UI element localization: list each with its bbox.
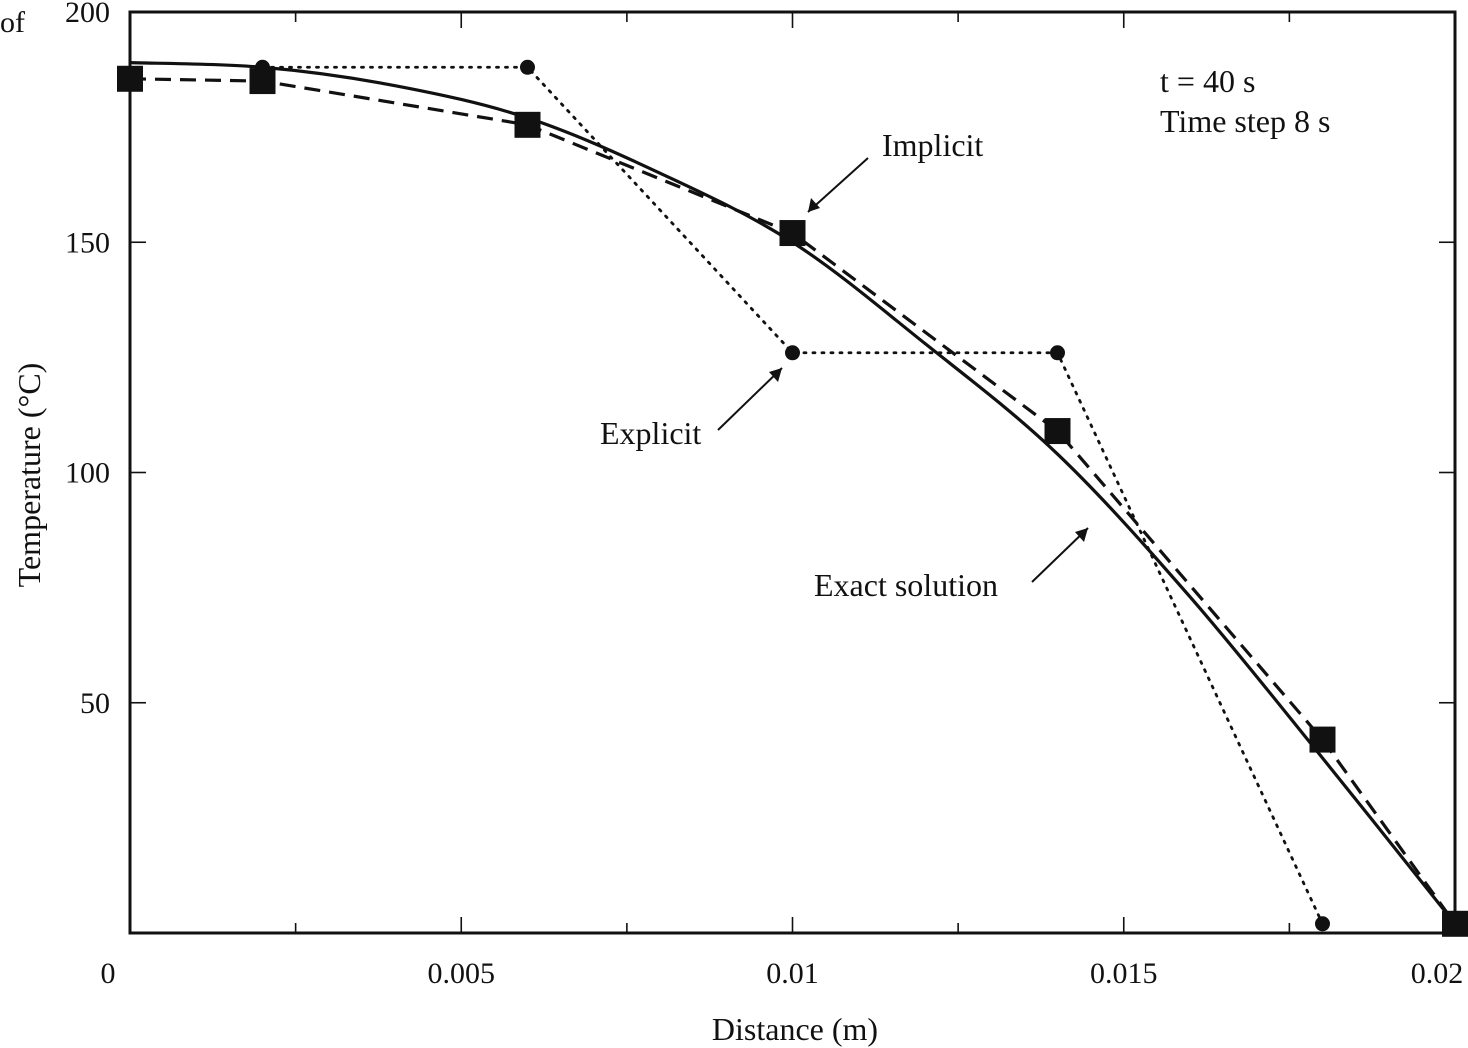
condition-time-label: t = 40 s bbox=[1160, 63, 1255, 99]
explicit-marker bbox=[255, 59, 270, 75]
y-ticks bbox=[130, 241, 1455, 704]
x-tick-label: 0.015 bbox=[1090, 957, 1158, 990]
x-tick-label: 0.005 bbox=[428, 957, 496, 990]
explicit-marker bbox=[1315, 916, 1330, 932]
explicit-arrowhead bbox=[769, 368, 782, 382]
y-axis-title: Temperature (°C) bbox=[11, 363, 47, 588]
plot-frame bbox=[128, 10, 1457, 935]
y-tick-label: 100 bbox=[65, 457, 110, 490]
condition-step-label: Time step 8 s bbox=[1160, 103, 1330, 139]
explicit-annotation: Explicit bbox=[600, 415, 701, 451]
y-tick-label: 150 bbox=[65, 226, 110, 259]
x-tick-label: 0 bbox=[101, 957, 116, 990]
y-tick-labels: 50 100 150 200 bbox=[65, 0, 110, 720]
page-fragment-text: of bbox=[0, 6, 25, 39]
y-tick-label: 50 bbox=[80, 687, 110, 720]
x-tick-labels: 0 0.005 0.01 0.015 0.02 bbox=[101, 957, 1464, 990]
explicit-arrow bbox=[717, 367, 783, 431]
exact-solution-line bbox=[129, 61, 1457, 925]
implicit-marker bbox=[1044, 418, 1071, 445]
x-axis-title: Distance (m) bbox=[712, 1011, 878, 1047]
x-tick-label: 0.02 bbox=[1411, 957, 1464, 990]
implicit-marker bbox=[1309, 726, 1336, 753]
implicit-line bbox=[129, 77, 1457, 925]
exact-arrow bbox=[1031, 527, 1089, 583]
x-ticks bbox=[294, 12, 1291, 933]
implicit-arrow bbox=[807, 157, 869, 213]
implicit-arrowhead bbox=[808, 198, 820, 212]
implicit-annotation: Implicit bbox=[882, 127, 983, 163]
explicit-marker bbox=[520, 59, 535, 75]
series-layer bbox=[117, 59, 1468, 937]
explicit-line bbox=[261, 65, 1324, 926]
explicit-marker bbox=[1050, 345, 1065, 361]
y-tick-label: 200 bbox=[65, 0, 110, 29]
exact-annotation: Exact solution bbox=[814, 567, 998, 603]
implicit-marker bbox=[514, 111, 541, 138]
x-tick-label: 0.01 bbox=[766, 957, 819, 990]
exact-arrowhead bbox=[1075, 528, 1088, 542]
explicit-marker bbox=[785, 345, 800, 361]
implicit-marker bbox=[779, 220, 806, 247]
